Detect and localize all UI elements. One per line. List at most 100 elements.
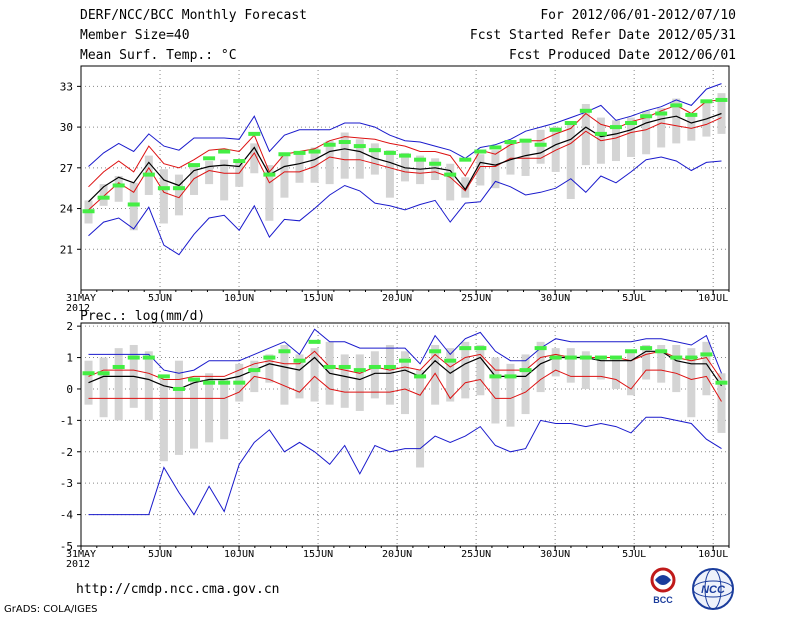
bcc-logo: BCC — [650, 567, 676, 605]
top-member-marker — [203, 156, 216, 161]
bottom-spread-box — [280, 344, 289, 405]
top-member-marker — [353, 144, 366, 149]
bottom-spread-box — [596, 357, 605, 380]
top-max-line — [88, 83, 722, 167]
top-spread-box — [190, 165, 199, 195]
bottom-x-tick-label: 5JUN — [148, 549, 172, 560]
top-member-marker — [640, 114, 653, 119]
top-member-marker — [263, 172, 276, 177]
bottom-spread-box — [416, 370, 425, 468]
top-member-marker — [474, 149, 487, 154]
bottom-member-marker — [293, 358, 306, 363]
top-member-marker — [414, 157, 427, 162]
bottom-plot-frame — [80, 322, 730, 547]
top-spread-box — [159, 169, 168, 224]
top-spread-box — [657, 108, 666, 148]
top-x-tick-label: 15JUN — [303, 293, 333, 304]
bottom-member-marker — [459, 346, 472, 351]
bottom-member-marker — [127, 355, 140, 360]
top-member-marker — [323, 142, 336, 147]
top-member-marker — [670, 103, 683, 108]
bottom-lower-line — [88, 369, 722, 402]
top-spread-box — [476, 154, 485, 186]
chart-title: DERF/NCC/BCC Monthly Forecast — [80, 8, 307, 23]
bottom-x-tick-label: 20JUN — [382, 549, 412, 560]
top-member-marker — [655, 111, 668, 116]
bottom-member-marker — [97, 371, 110, 376]
bottom-member-marker — [172, 386, 185, 391]
bottom-spread-box — [265, 354, 274, 383]
bottom-member-marker — [579, 355, 592, 360]
top-spread-box — [205, 161, 214, 185]
bottom-spread-box — [702, 341, 711, 396]
top-spread-box — [687, 113, 696, 141]
top-spread-box — [99, 184, 108, 206]
top-spread-box — [536, 129, 545, 164]
bottom-member-marker — [429, 349, 442, 354]
top-spread-box — [611, 120, 620, 162]
bottom-x-tick-label: 31MAY — [66, 549, 96, 560]
top-panel: 31MAY 5JUN 10JUN 15JUN 20JUN 25JUN 30JUN 5JUL 10… — [60, 65, 730, 314]
top-spread-box — [250, 143, 259, 174]
top-spread-box — [114, 175, 123, 202]
top-member-marker — [127, 202, 140, 207]
top-member-marker — [157, 186, 170, 191]
precip-panel-title: Prec.: log(mm/d) — [80, 309, 205, 324]
bottom-spread-box — [476, 344, 485, 396]
bottom-member-marker — [609, 355, 622, 360]
bottom-spread-box — [627, 351, 636, 396]
top-spread-box — [672, 98, 681, 144]
top-spread-box — [506, 143, 515, 175]
bcc-logo-text: BCC — [653, 595, 673, 605]
bottom-member-marker — [444, 358, 457, 363]
bottom-spread-box — [431, 344, 440, 405]
top-spread-box — [385, 150, 394, 198]
top-x-tick-label: 5JUL — [622, 293, 646, 304]
top-spread-box — [220, 159, 229, 201]
footer-url[interactable]: http://cmdp.ncc.cma.gov.cn — [76, 582, 280, 597]
top-spread-box — [551, 127, 560, 172]
top-member-marker — [609, 125, 622, 130]
ncc-logo: NCC — [692, 568, 734, 610]
bottom-spread-box — [370, 351, 379, 399]
top-member-marker — [564, 121, 577, 126]
bottom-member-marker — [399, 358, 411, 363]
bottom-spread-box — [114, 348, 123, 421]
top-spread-box — [355, 139, 364, 179]
top-spread-box — [325, 140, 334, 185]
bottom-y-tick-label: 2 — [66, 320, 73, 333]
top-y-tick-label: 27 — [60, 162, 73, 175]
top-x-tick-label: 30JUN — [540, 293, 570, 304]
top-spread-box — [280, 155, 289, 198]
bottom-member-marker — [308, 339, 321, 344]
top-x-tick-label: 20JUN — [382, 293, 412, 304]
bottom-spread-box — [385, 344, 394, 405]
bottom-member-marker — [549, 355, 562, 360]
bottom-spread-box — [657, 344, 666, 383]
bottom-member-marker — [383, 364, 396, 369]
bottom-spread-box — [566, 348, 575, 383]
top-spread-box — [265, 165, 274, 221]
bottom-member-marker — [700, 352, 713, 357]
top-spread-box — [370, 143, 379, 175]
bottom-member-marker — [368, 364, 381, 369]
bottom-member-marker — [157, 374, 170, 379]
top-member-marker — [715, 97, 728, 102]
top-spread-box — [416, 155, 425, 185]
bottom-member-marker — [474, 346, 487, 351]
bottom-member-marker — [82, 371, 95, 376]
member-size: Member Size=40 — [80, 28, 190, 43]
bottom-member-marker — [248, 368, 261, 373]
top-y-tick-label: 24 — [60, 203, 74, 216]
top-member-marker — [594, 131, 607, 136]
bottom-spread-box — [401, 351, 409, 415]
bottom-member-marker — [278, 349, 291, 354]
top-member-marker — [625, 121, 638, 126]
top-member-marker — [248, 131, 261, 136]
bottom-member-marker — [263, 355, 276, 360]
top-member-marker — [112, 183, 125, 188]
bottom-y-tick-label: -4 — [60, 509, 74, 522]
bottom-y-tick-label: -3 — [60, 477, 73, 490]
top-spread-box — [521, 139, 530, 176]
top-member-marker — [293, 150, 306, 155]
